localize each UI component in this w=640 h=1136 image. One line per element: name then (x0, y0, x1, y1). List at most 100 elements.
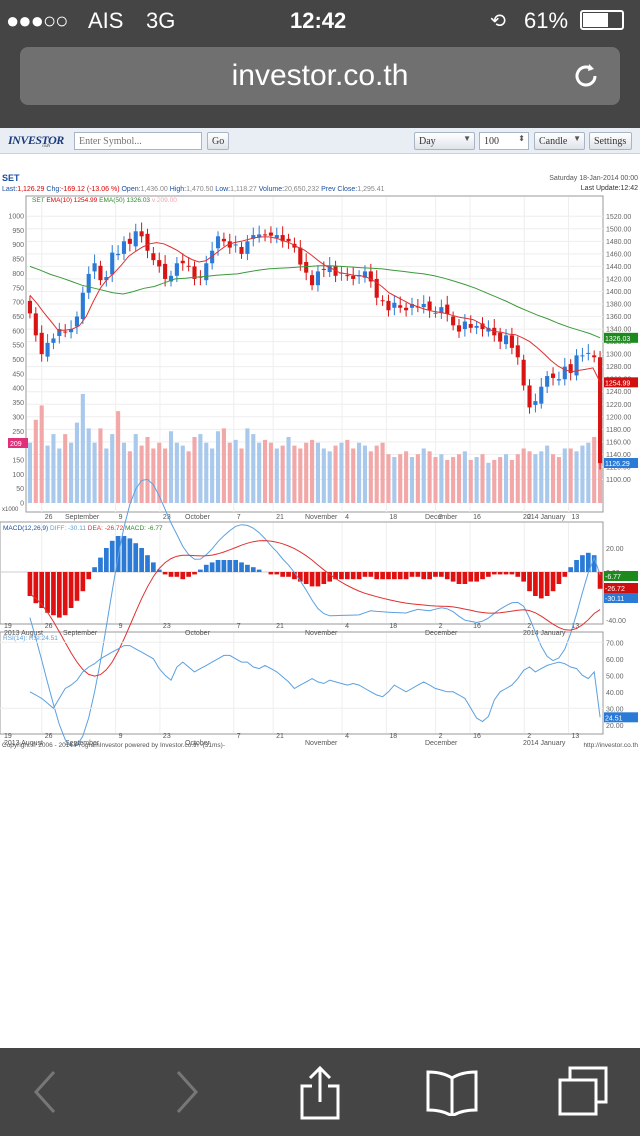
macd-histogram-bar (186, 572, 191, 577)
macd-histogram-bar (174, 572, 180, 577)
macd-histogram-bar (56, 572, 62, 618)
rsi-tick-label: 20.00 (606, 723, 624, 730)
copyright-text: Copyright © 2006 - 2014 ProgramInvestor … (2, 741, 225, 749)
bookmarks-icon[interactable] (424, 1068, 480, 1116)
candle-body (374, 278, 379, 298)
volume-bar (357, 442, 362, 503)
macd-first-tick: 19 (4, 623, 12, 630)
macd-histogram-bar (515, 572, 521, 577)
volume-bar (304, 442, 309, 503)
candle-body (404, 307, 409, 311)
stock-chart[interactable]: SET Saturday 18-Jan-2014 00:00 Last:1,126.… (0, 170, 640, 750)
volume-bar (92, 442, 97, 503)
volume-bar (210, 448, 215, 503)
tabs-icon[interactable] (556, 1066, 610, 1118)
volume-bar (562, 448, 567, 503)
macd-histogram-bar (527, 572, 532, 592)
share-icon[interactable] (298, 1064, 342, 1120)
price-tick-label: 1360.00 (606, 314, 631, 321)
macd-histogram-bar (221, 560, 227, 572)
site-url: http://investor.co.th (583, 742, 638, 749)
volume-bar (556, 457, 561, 503)
last-update: Last Update:12:42 (581, 185, 638, 192)
forward-icon[interactable] (172, 1068, 202, 1116)
rsi-month-label: September (65, 740, 100, 747)
date-tick-label: 7 (237, 514, 241, 521)
rsi-date-tick-label: 23 (163, 733, 171, 740)
volume-bar (33, 419, 38, 503)
symbol-input[interactable] (74, 132, 202, 150)
volume-bar (180, 445, 185, 503)
volume-bar (86, 428, 91, 503)
ema10-marker-bg (604, 377, 638, 388)
url-text: investor.co.th (231, 59, 409, 92)
candle-body (121, 241, 127, 254)
macd-histogram-bar (597, 572, 603, 589)
candle-body (215, 236, 221, 249)
candle-body (456, 325, 462, 332)
candle-body (451, 316, 456, 326)
date-tick-label: 18 (389, 514, 397, 521)
browser-bottom-bar (0, 1048, 640, 1136)
period-select[interactable]: Day ▼ (414, 132, 475, 150)
rsi-panel (0, 631, 604, 735)
macd-histogram-bar (156, 569, 162, 572)
macd-dea-line (29, 540, 601, 677)
macd-histogram-bar (74, 572, 80, 601)
count-stepper[interactable]: 100 ⬍ (479, 132, 529, 150)
volume-bar (368, 451, 373, 503)
reload-icon[interactable] (570, 60, 602, 92)
candle-body (274, 235, 279, 239)
volume-bar (404, 451, 409, 503)
rsi-date-tick-label: 2 (439, 733, 443, 740)
volume-bar (215, 431, 221, 503)
date-tick-label: 23 (163, 514, 171, 521)
macd-date-tick-label: 18 (389, 623, 397, 630)
back-icon[interactable] (30, 1068, 60, 1116)
month-label: November (305, 514, 338, 521)
volume-bar (598, 443, 603, 503)
macd-histogram-bar (145, 555, 150, 572)
macd-histogram-bar (521, 572, 527, 582)
macd-diff-marker-bg (604, 593, 638, 603)
macd-histogram-bar (127, 538, 133, 572)
volume-bar (198, 434, 203, 503)
rsi-date-tick-label: 13 (572, 733, 580, 740)
status-bar: ●●●○○ AIS 3G 12:42 ⟲ 61% (0, 0, 640, 40)
candle-body (315, 271, 320, 286)
date-tick-label: 13 (572, 514, 580, 521)
volume-bar (139, 445, 144, 503)
macd-date-tick-label: 2 (527, 623, 531, 630)
macd-date-tick-label: 21 (276, 623, 284, 630)
rotation-lock-icon: ⟲ (490, 11, 506, 32)
volume-bar (104, 448, 109, 503)
volume-unit: x1000 (2, 507, 19, 513)
go-button[interactable]: Go (207, 132, 229, 150)
candle-body (498, 332, 503, 342)
candle-body (163, 263, 168, 279)
volume-bar (57, 448, 62, 503)
macd-date-tick-label: 4 (345, 623, 349, 630)
ema10-line (29, 236, 601, 383)
date-tick-label: 26 (45, 514, 53, 521)
chart-canvas[interactable]: SET Saturday 18-Jan-2014 00:00 Last:1,126.… (0, 170, 640, 750)
url-field[interactable]: investor.co.th (20, 47, 620, 105)
candle-body (45, 342, 50, 357)
macd-histogram-bar (86, 572, 92, 580)
price-tick-label: 1340.00 (606, 327, 631, 334)
macd-histogram-bar (198, 569, 203, 572)
price-tick-label: 1300.00 (606, 352, 631, 359)
rsi-month-label: 2014 January (523, 740, 566, 747)
volume-bar (398, 454, 403, 503)
volume-bar (239, 448, 244, 503)
macd-histogram-bar (245, 564, 250, 572)
volume-bar (339, 442, 344, 503)
volume-bar (221, 428, 226, 503)
macd-histogram-bar (333, 572, 338, 580)
macd-histogram-bar (121, 536, 127, 572)
candle-body (580, 355, 585, 357)
macd-histogram-bar (380, 572, 385, 580)
chart-type-select[interactable]: Candle ▼ (534, 132, 585, 150)
settings-button[interactable]: Settings (589, 132, 632, 150)
